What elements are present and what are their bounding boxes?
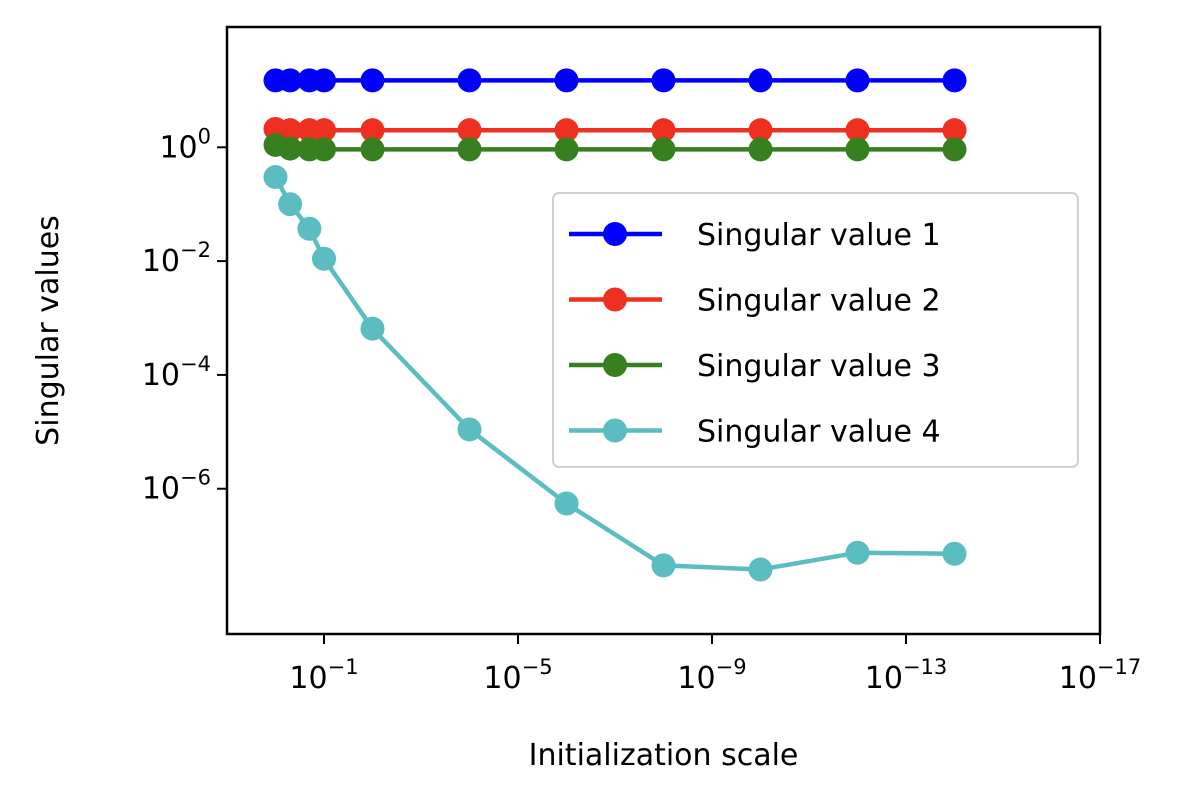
series-2-point bbox=[748, 118, 773, 143]
x-tick-label: 10−1 bbox=[289, 655, 358, 696]
y-tick-label: 100 bbox=[159, 124, 211, 165]
series-4 bbox=[263, 165, 967, 582]
series-4-point bbox=[297, 216, 322, 241]
series-1-point bbox=[312, 68, 336, 93]
series-1-point bbox=[651, 68, 676, 93]
series-2-point bbox=[845, 118, 870, 143]
series-3-point bbox=[748, 137, 773, 162]
series-4-point bbox=[748, 557, 773, 582]
series-4-point bbox=[312, 246, 336, 271]
y-tick-label: 10−6 bbox=[142, 466, 211, 507]
legend-swatch-marker bbox=[603, 222, 627, 246]
legend-item: Singular value 4 bbox=[569, 415, 941, 450]
legend-swatch-marker bbox=[603, 418, 627, 443]
legend-swatch-marker bbox=[603, 353, 627, 377]
x-tick-label: 10−5 bbox=[483, 655, 552, 696]
series-4-point bbox=[360, 316, 385, 341]
x-tick-label: 10−9 bbox=[677, 655, 746, 696]
series-3-point bbox=[942, 137, 967, 162]
plot-area bbox=[225, 25, 1102, 636]
series-3-point bbox=[845, 137, 870, 162]
series-1-point bbox=[278, 68, 303, 93]
series-4-point bbox=[845, 540, 870, 565]
x-tick-label: 10−17 bbox=[1059, 655, 1142, 696]
legend-swatch-marker bbox=[603, 287, 627, 312]
legend-item: Singular value 3 bbox=[569, 349, 941, 384]
series-4-point bbox=[278, 192, 303, 217]
y-tick-label: 10−4 bbox=[142, 352, 211, 393]
legend: Singular value 1 Singular value 2 Singular… bbox=[552, 192, 1079, 468]
series-3-point bbox=[554, 137, 579, 162]
series-3-point bbox=[312, 137, 336, 162]
series-4-point bbox=[942, 541, 967, 566]
series-1-point bbox=[457, 68, 482, 93]
y-tick-label: 10−2 bbox=[142, 238, 211, 279]
legend-box bbox=[552, 192, 1079, 468]
series-2-point bbox=[554, 118, 579, 143]
legend-label: Singular value 3 bbox=[697, 349, 941, 384]
series-3 bbox=[263, 132, 967, 162]
legend-label: Singular value 1 bbox=[697, 218, 941, 253]
series-2-point bbox=[360, 118, 385, 143]
x-axis-label: Initialization scale bbox=[529, 738, 799, 773]
legend-label: Singular value 2 bbox=[697, 284, 941, 319]
axes-frame bbox=[225, 25, 1102, 636]
series-layer bbox=[263, 68, 967, 582]
legend-label: Singular value 4 bbox=[697, 415, 941, 450]
series-2-point bbox=[278, 118, 303, 143]
series-2-point bbox=[651, 118, 676, 143]
series-1-point bbox=[748, 68, 773, 93]
x-tick-label: 10−13 bbox=[865, 655, 948, 696]
series-1 bbox=[263, 68, 967, 93]
series-1-point bbox=[360, 68, 385, 93]
series-1-point bbox=[554, 68, 579, 93]
series-2-point bbox=[312, 118, 336, 143]
y-axis-ticks: 100 10−2 10−4 10−6 bbox=[142, 124, 227, 507]
x-axis-ticks: 10−1 10−5 10−9 10−13 10−17 bbox=[289, 634, 1141, 696]
series-2-point bbox=[942, 118, 967, 143]
series-4-point bbox=[651, 553, 676, 578]
series-2-point bbox=[457, 118, 482, 143]
legend-item: Singular value 1 bbox=[569, 218, 941, 253]
series-4-point bbox=[263, 165, 288, 190]
series-4-point bbox=[554, 491, 579, 516]
series-3-point bbox=[651, 137, 676, 162]
series-3-point bbox=[457, 137, 482, 162]
series-1-point bbox=[845, 68, 870, 93]
y-axis-label: Singular values bbox=[31, 215, 66, 446]
series-3-point bbox=[360, 137, 385, 162]
series-3-point bbox=[278, 136, 303, 161]
series-4-point bbox=[457, 417, 482, 442]
series-1-point bbox=[942, 68, 967, 93]
legend-item: Singular value 2 bbox=[569, 284, 941, 319]
